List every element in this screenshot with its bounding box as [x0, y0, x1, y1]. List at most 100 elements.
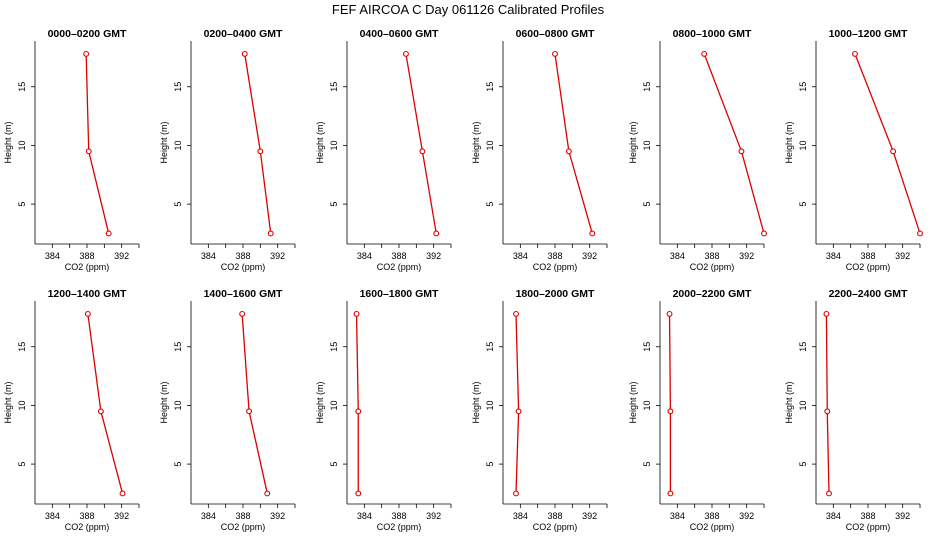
profile-point	[264, 490, 271, 497]
x-axis-label: CO2 (ppm)	[65, 262, 110, 272]
y-tick-label: 15	[642, 342, 652, 352]
profile-point	[83, 50, 90, 57]
y-tick-label: 10	[642, 140, 652, 150]
y-tick-label: 5	[329, 462, 339, 467]
profile-point	[402, 50, 409, 57]
x-tick-label: 384	[357, 251, 372, 261]
profile-point	[761, 230, 767, 237]
y-axis-label: Height (m)	[159, 121, 169, 163]
profile-point	[589, 230, 596, 237]
x-tick-label: 384	[826, 251, 841, 261]
profile-point	[239, 310, 246, 317]
x-tick-label: 384	[201, 251, 216, 261]
profile-point	[105, 230, 112, 237]
profile-point	[917, 230, 923, 237]
profile-point	[701, 50, 708, 57]
profile-line	[355, 313, 359, 494]
y-tick-label: 10	[329, 400, 339, 410]
profile-line	[87, 313, 124, 494]
panel-title: 0400–0600 GMT	[360, 28, 439, 40]
y-tick-label: 5	[642, 462, 652, 467]
y-tick-label: 10	[329, 140, 339, 150]
x-tick-label: 384	[826, 511, 841, 521]
x-tick-label: 392	[270, 251, 285, 261]
x-tick-label: 388	[235, 251, 250, 261]
y-tick-label: 15	[329, 342, 339, 352]
panel-7: 1200–1400 GMT 384 388 392 5 10 15 CO2 (ppm) Heig…	[3, 288, 140, 532]
profile-point	[513, 490, 519, 497]
x-axis-label: CO2 (ppm)	[690, 522, 735, 532]
x-tick-label: 392	[739, 511, 754, 521]
y-axis-label: Height (m)	[471, 381, 481, 423]
panel-title: 1200–1400 GMT	[48, 288, 127, 300]
y-tick-label: 15	[173, 342, 183, 352]
x-tick-label: 388	[235, 511, 250, 521]
panel-title: 0600–0800 GMT	[516, 28, 595, 40]
profile-point	[84, 310, 91, 317]
profile-point	[513, 310, 519, 317]
y-axis-label: Height (m)	[628, 381, 638, 423]
panel-title: 0800–1000 GMT	[673, 28, 752, 40]
x-tick-label: 384	[513, 511, 528, 521]
profile-point	[353, 310, 360, 317]
y-tick-label: 5	[17, 202, 27, 207]
profile-point	[552, 50, 558, 57]
y-tick-label: 15	[17, 82, 27, 92]
panel-title: 1800–2000 GMT	[516, 288, 595, 300]
y-tick-label: 5	[329, 202, 339, 207]
x-tick-label: 384	[357, 511, 372, 521]
profile-point	[419, 148, 426, 155]
panel-9: 1600–1800 GMT 384 388 392 5 10 15 CO2 (ppm) Heig…	[315, 288, 452, 532]
y-axis-label: Height (m)	[628, 121, 638, 163]
profile-point	[738, 148, 745, 155]
y-axis-label: Height (m)	[315, 381, 325, 423]
panel-12: 2200–2400 GMT 384 388 392 5 10 15 CO2 (ppm) Heig…	[784, 288, 921, 532]
profile-line	[854, 53, 921, 234]
x-axis-label: CO2 (ppm)	[533, 262, 578, 272]
y-axis-label: Height (m)	[3, 121, 13, 163]
profile-point	[257, 148, 264, 155]
profile-line	[703, 53, 765, 234]
y-tick-label: 5	[485, 202, 495, 207]
panel-title: 1600–1800 GMT	[360, 288, 439, 300]
y-tick-label: 15	[798, 342, 808, 352]
profile-point	[852, 50, 858, 57]
figure-title: FEF AIRCOA C Day 061126 Calibrated Profi…	[332, 2, 605, 17]
x-tick-label: 388	[79, 511, 94, 521]
panel-8: 1400–1600 GMT 384 388 392 5 10 15 CO2 (ppm) Heig…	[159, 288, 296, 532]
x-tick-label: 392	[739, 251, 754, 261]
y-tick-label: 15	[17, 342, 27, 352]
y-tick-label: 15	[798, 82, 808, 92]
panel-title: 1000–1200 GMT	[829, 28, 908, 40]
x-tick-label: 388	[547, 511, 562, 521]
x-tick-label: 392	[426, 511, 441, 521]
profile-point	[355, 408, 362, 415]
x-axis-label: CO2 (ppm)	[846, 262, 891, 272]
profile-point	[97, 408, 104, 415]
panel-title: 2200–2400 GMT	[829, 288, 908, 300]
y-axis-label: Height (m)	[159, 381, 169, 423]
profile-point	[85, 148, 92, 155]
y-tick-label: 5	[17, 462, 27, 467]
y-axis-label: Height (m)	[784, 381, 794, 423]
x-tick-label: 392	[582, 511, 597, 521]
y-tick-label: 15	[642, 82, 652, 92]
x-axis-label: CO2 (ppm)	[377, 522, 422, 532]
x-tick-label: 384	[45, 511, 60, 521]
panel-6: 1000–1200 GMT 384 388 392 5 10 15 CO2 (ppm) Heig…	[784, 28, 923, 272]
profile-line	[668, 313, 672, 494]
x-axis-label: CO2 (ppm)	[221, 262, 266, 272]
x-tick-label: 388	[547, 251, 562, 261]
profile-line	[825, 313, 830, 494]
profile-point	[667, 490, 674, 497]
x-tick-label: 388	[860, 511, 875, 521]
profile-point	[246, 408, 253, 415]
panel-title: 0200–0400 GMT	[204, 28, 283, 40]
profile-point	[565, 148, 572, 155]
x-tick-label: 384	[513, 251, 528, 261]
x-tick-label: 392	[114, 511, 129, 521]
panel-11: 2000–2200 GMT 384 388 392 5 10 15 CO2 (ppm) Heig…	[628, 288, 765, 532]
y-tick-label: 10	[17, 140, 27, 150]
y-tick-label: 5	[642, 202, 652, 207]
